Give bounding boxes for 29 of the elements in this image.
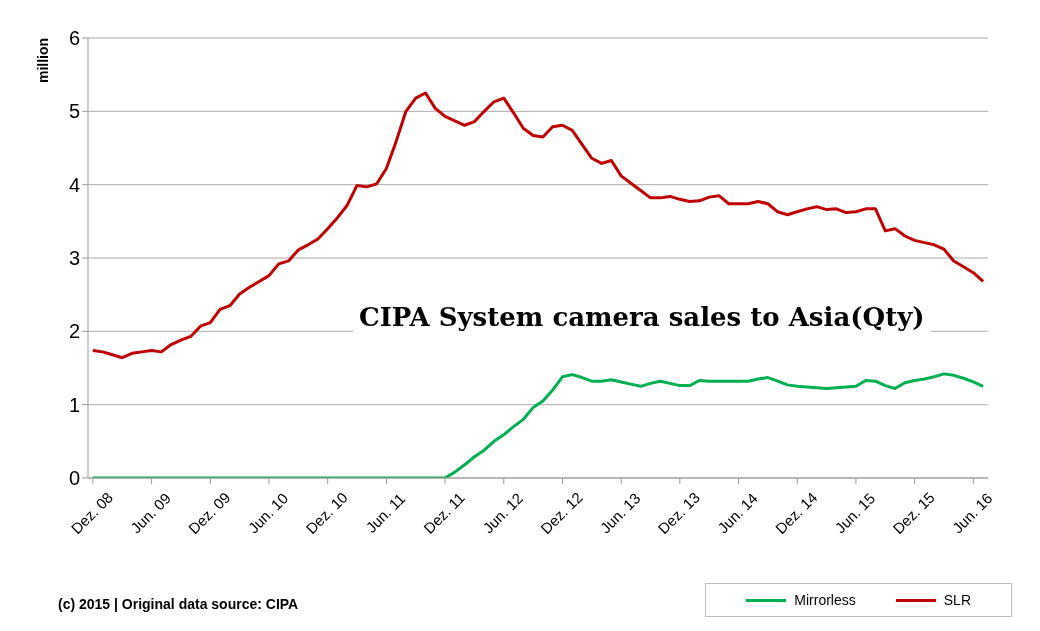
text: (c) 2015 | Original data source: CIPA bbox=[58, 596, 299, 612]
x-tick-label: Dez. 10 bbox=[302, 488, 351, 538]
x-tick-label: Dez. 09 bbox=[184, 488, 234, 538]
line-series bbox=[91, 91, 985, 360]
x-tick-label: Jun. 10 bbox=[244, 489, 292, 537]
y-tick-label: 4 bbox=[68, 173, 80, 196]
text: CIPA System camera sales to Asia(Qty) bbox=[353, 300, 931, 334]
x-tick-label: Dez. 15 bbox=[889, 488, 938, 538]
y-tick-label: 2 bbox=[68, 320, 80, 343]
legend-label: SLR bbox=[942, 592, 971, 608]
y-tick-label: 1 bbox=[68, 393, 80, 416]
x-tick-label: Dez. 14 bbox=[771, 488, 821, 538]
x-tick-label: Dez. 11 bbox=[420, 489, 468, 537]
x-tick-label: Jun. 09 bbox=[127, 489, 174, 537]
x-tick-label: Jun. 16 bbox=[948, 489, 996, 537]
x-tick-label: Jun. 14 bbox=[714, 489, 761, 537]
y-axis-title: million bbox=[34, 37, 51, 83]
x-tick-label: Dez. 13 bbox=[654, 488, 704, 538]
legend-label: Mirrorless bbox=[793, 592, 856, 608]
x-tick-label: Dez. 08 bbox=[67, 488, 117, 538]
y-tick-label: 5 bbox=[68, 100, 80, 123]
x-tick-label: Jun. 13 bbox=[596, 489, 644, 537]
x-tick-label: Jun. 11 bbox=[362, 489, 409, 536]
y-tick-label: 3 bbox=[68, 247, 80, 270]
x-tick-label: Dez. 12 bbox=[537, 488, 586, 538]
x-tick-label: Jun. 12 bbox=[479, 489, 527, 537]
y-tick-label: 0 bbox=[68, 467, 80, 490]
y-tick-label: 6 bbox=[68, 27, 80, 50]
x-tick-label: Jun. 15 bbox=[831, 489, 879, 537]
